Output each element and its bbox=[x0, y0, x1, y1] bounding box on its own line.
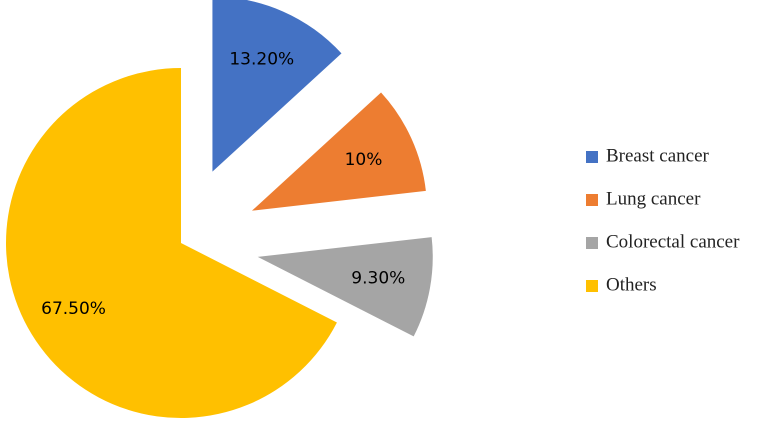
data-label: 67.50% bbox=[41, 299, 106, 319]
legend-swatch bbox=[586, 151, 598, 163]
pie-slice bbox=[6, 68, 337, 419]
pie-slice bbox=[251, 92, 426, 211]
data-label: 9.30% bbox=[351, 269, 405, 289]
legend-swatch bbox=[586, 194, 598, 206]
pie-slice bbox=[257, 237, 433, 337]
pie-slice bbox=[212, 0, 342, 172]
legend-swatch bbox=[586, 280, 598, 292]
legend-label: Breast cancer bbox=[606, 145, 710, 166]
data-label: 10% bbox=[345, 150, 383, 170]
legend-label: Colorectal cancer bbox=[606, 231, 740, 252]
legend-label: Others bbox=[606, 274, 657, 295]
data-label: 13.20% bbox=[229, 49, 294, 69]
legend-swatch bbox=[586, 237, 598, 249]
legend-label: Lung cancer bbox=[606, 188, 701, 209]
